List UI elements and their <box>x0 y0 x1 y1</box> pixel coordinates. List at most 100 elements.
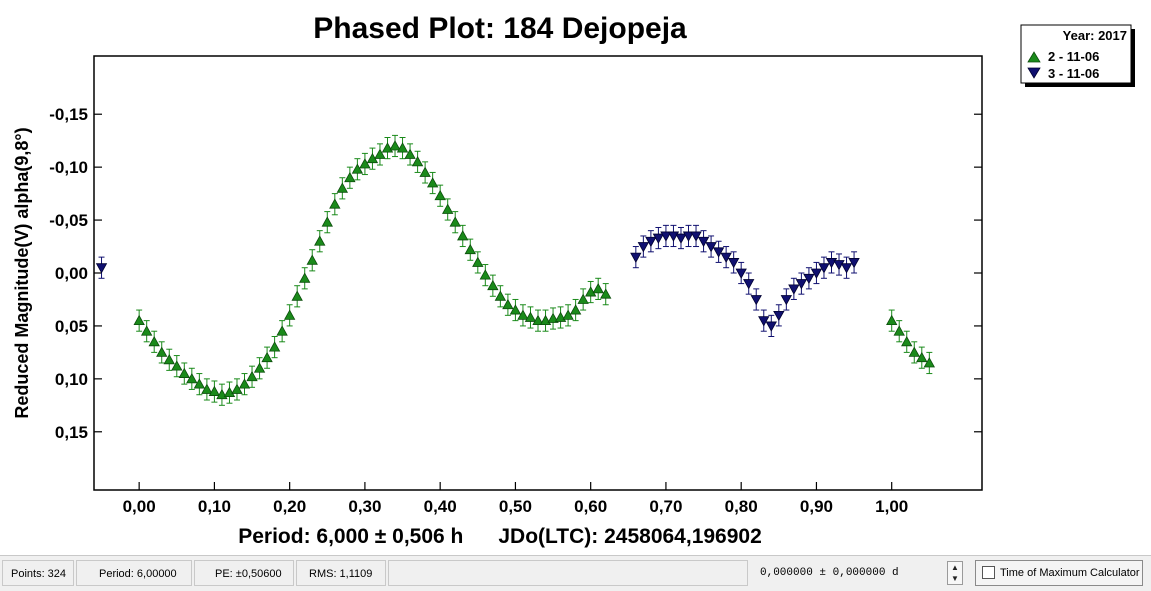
data-point-1 <box>923 357 936 368</box>
data-point-2 <box>95 263 108 274</box>
x-tick-label: 0,10 <box>198 497 231 516</box>
data-point-1 <box>547 312 559 323</box>
y-tick-label: 0,00 <box>55 264 88 283</box>
data-point-1 <box>238 378 251 389</box>
data-point-1 <box>584 286 597 297</box>
legend-marker-series-1 <box>1027 51 1041 63</box>
status-rms: RMS: 1,1109 <box>296 560 386 586</box>
data-point-1 <box>283 309 296 320</box>
y-tick-label: -0,15 <box>49 105 88 124</box>
data-point-2 <box>645 236 657 248</box>
status-empty-panel <box>388 560 748 586</box>
data-point-1 <box>314 235 326 246</box>
data-point-1 <box>592 283 604 294</box>
data-point-1 <box>231 383 243 394</box>
data-point-1 <box>479 269 492 280</box>
data-point-2 <box>675 233 687 244</box>
time-of-maximum-calculator-button[interactable]: Time of Maximum Calculator <box>975 560 1143 586</box>
data-point-2 <box>788 284 800 295</box>
status-points: Points: 324 <box>2 560 74 586</box>
data-point-1 <box>487 279 499 291</box>
spinner-up-icon[interactable]: ▲ <box>951 563 959 572</box>
chart: Phased Plot: 184 Dejopeja 0,00 0,10 0,20 0,… <box>12 12 1135 548</box>
data-point-2 <box>765 321 777 332</box>
time-offset-value: 0,000000 ± 0,000000 d <box>760 567 899 579</box>
data-point-1 <box>156 346 168 357</box>
data-point-2 <box>773 310 785 322</box>
data-point-1 <box>193 378 206 389</box>
x-axis-label: Period: 6,000 ± 0,506 h JDo(LTC): 245806… <box>238 525 762 548</box>
data-point-1 <box>389 140 401 151</box>
data-point-1 <box>494 290 507 301</box>
data-point-1 <box>253 362 266 373</box>
x-tick-label: 1,00 <box>875 497 908 516</box>
data-point-1 <box>901 335 913 347</box>
chart-icon <box>982 566 995 579</box>
data-point-1 <box>336 182 349 193</box>
data-point-1 <box>171 360 183 371</box>
data-point-2 <box>743 279 755 290</box>
data-point-1 <box>886 314 898 326</box>
data-point-2 <box>712 247 725 258</box>
data-point-1 <box>140 325 153 336</box>
status-pe: PE: ±0,50600 <box>194 560 294 586</box>
legend-label-series-1: 2 - 11-06 <box>1048 49 1099 64</box>
x-tick-label: 0,50 <box>499 497 532 516</box>
data-point-2 <box>840 263 853 274</box>
data-point-1 <box>329 198 341 209</box>
x-axis: 0,00 0,10 0,20 0,30 0,40 0,50 0,60 0,70 0,80 0,90… <box>123 482 908 516</box>
data-point-2 <box>803 273 815 285</box>
data-point-1 <box>321 216 333 227</box>
data-point-1 <box>562 309 574 320</box>
data-point-1 <box>268 341 281 352</box>
data-point-2 <box>630 252 642 263</box>
y-axis-label: Reduced Magnitude(V) alpha(9,8°) <box>12 127 32 418</box>
offset-spinner[interactable]: ▲ ▼ <box>947 561 963 585</box>
data-point-1 <box>426 177 439 188</box>
data-point-1 <box>411 156 424 167</box>
data-point-2 <box>795 279 808 290</box>
y-tick-label: -0,10 <box>49 158 88 177</box>
data-point-1 <box>472 256 484 267</box>
spinner-down-icon[interactable]: ▼ <box>951 574 959 583</box>
data-point-1 <box>569 304 582 315</box>
status-bar: Points: 324 Period: 6,00000 PE: ±0,50600… <box>0 555 1151 591</box>
data-point-1 <box>291 290 303 301</box>
data-point-1 <box>396 142 409 153</box>
data-point-2 <box>660 231 672 242</box>
data-point-1 <box>344 171 356 183</box>
data-point-2 <box>735 268 747 279</box>
data-point-1 <box>419 166 431 177</box>
legend-box <box>1020 24 1132 84</box>
legend-marker-series-2 <box>1027 67 1041 79</box>
data-point-1 <box>916 351 928 363</box>
plot-area <box>93 55 983 491</box>
data-point-1 <box>509 304 522 315</box>
tmc-button-label: Time of Maximum Calculator <box>1000 567 1140 579</box>
data-point-1 <box>276 325 288 336</box>
data-point-2 <box>720 252 732 263</box>
data-point-1 <box>163 353 175 365</box>
data-point-1 <box>517 309 529 320</box>
data-point-2 <box>682 231 695 242</box>
data-point-1 <box>178 367 190 378</box>
data-point-1 <box>464 243 476 255</box>
x-tick-label: 0,80 <box>725 497 758 516</box>
data-point-1 <box>299 272 311 283</box>
legend-label-series-2: 3 - 11-06 <box>1048 66 1099 81</box>
data-point-1 <box>434 189 446 201</box>
x-tick-label: 0,70 <box>649 497 682 516</box>
data-point-1 <box>201 383 213 394</box>
data-point-1 <box>374 148 386 159</box>
data-point-1 <box>577 293 589 304</box>
data-point-2 <box>818 263 830 274</box>
data-point-1 <box>532 314 544 326</box>
data-point-2 <box>750 295 762 306</box>
data-point-2 <box>758 316 770 327</box>
x-tick-label: 0,00 <box>123 497 156 516</box>
data-point-1 <box>351 163 364 174</box>
data-point-1 <box>133 314 145 326</box>
status-period: Period: 6,00000 <box>76 560 192 586</box>
data-point-1 <box>524 311 537 322</box>
data-point-1 <box>600 288 612 299</box>
